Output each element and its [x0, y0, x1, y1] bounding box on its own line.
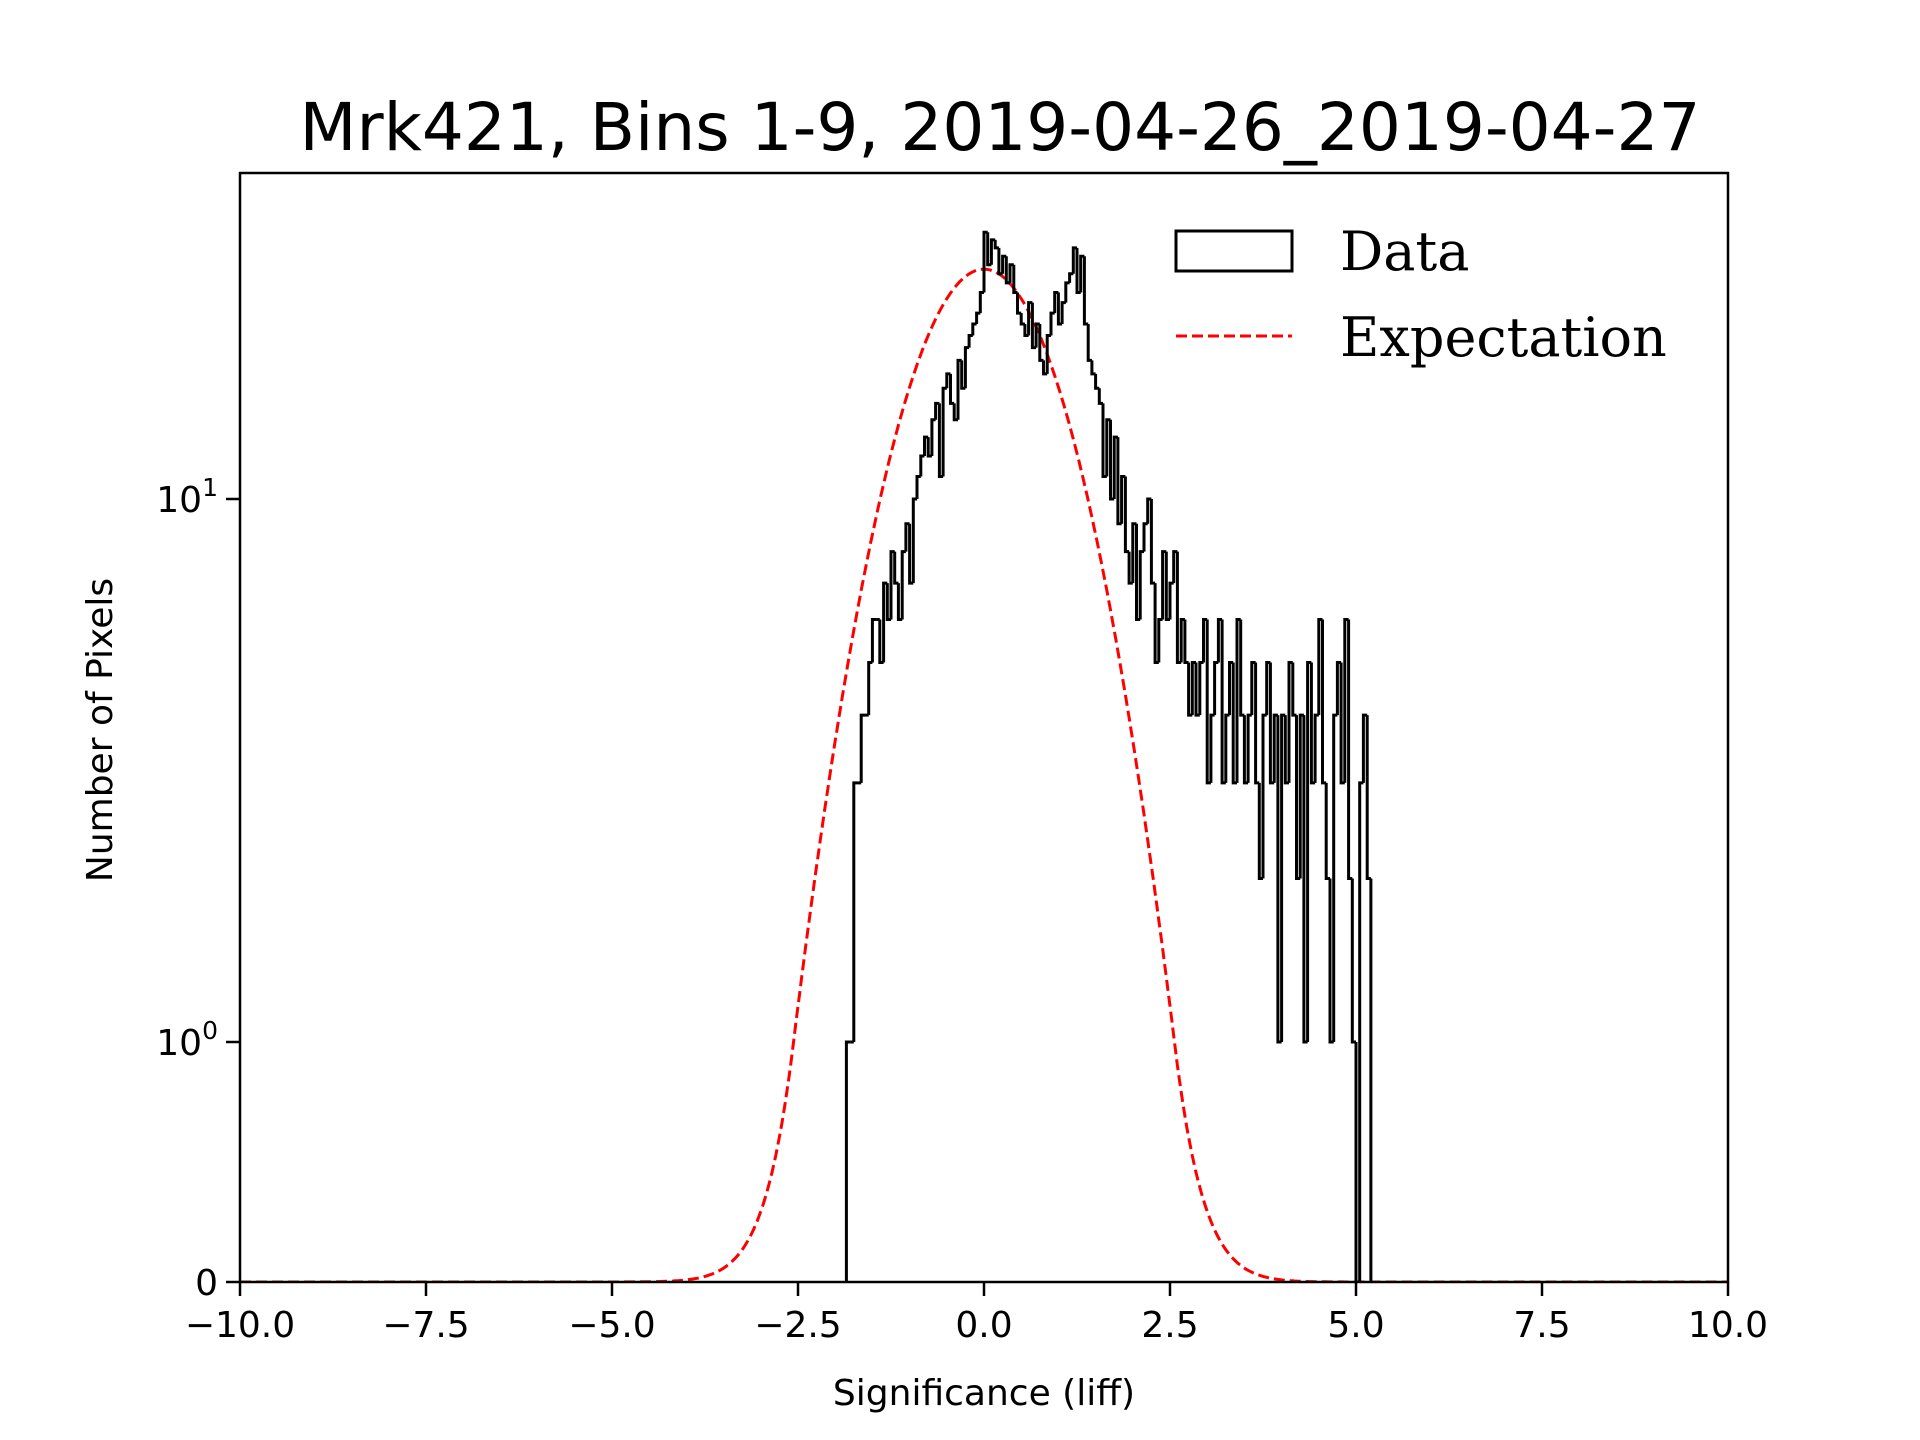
chart-title: Mrk421, Bins 1-9, 2019-04-26_2019-04-27 [300, 89, 1701, 166]
histogram-bin [870, 618, 877, 663]
histogram-bin [844, 1040, 851, 1282]
histogram-bin [963, 346, 970, 389]
histogram-bin [1254, 662, 1260, 785]
histogram-bin [1321, 619, 1327, 785]
histogram-bin [1060, 301, 1066, 324]
histogram-bin [859, 713, 865, 783]
legend: Data Expectation [1174, 220, 1667, 369]
histogram-bin [941, 386, 947, 477]
histogram-bin [1358, 781, 1364, 1282]
histogram-bin [1354, 1042, 1360, 1282]
histogram-bin [1064, 281, 1070, 303]
histogram-bin [1138, 550, 1144, 620]
histogram-bin [971, 322, 977, 336]
data-histogram [844, 230, 1373, 1282]
histogram-bin [915, 475, 921, 499]
histogram-bin [1168, 581, 1174, 620]
y-tick-label: 0 [195, 1263, 218, 1304]
histogram-bin [1123, 476, 1130, 554]
x-axis-label: Significance (liff) [833, 1373, 1135, 1414]
histogram-bin [1239, 619, 1245, 717]
histogram-bin [1068, 272, 1074, 283]
histogram-bin [1019, 313, 1025, 326]
x-tick-label: 7.5 [1513, 1305, 1570, 1346]
x-tick-label: 10.0 [1688, 1305, 1768, 1346]
histogram-bin [1142, 522, 1148, 552]
histogram-bin [1365, 715, 1371, 880]
x-tick-label: −10.0 [185, 1305, 295, 1346]
histogram-bin [893, 551, 899, 585]
histogram-bin [852, 781, 858, 1042]
histogram-bin [1291, 662, 1297, 717]
histogram-bin [1213, 661, 1219, 716]
series-layer [240, 230, 1728, 1282]
histogram-bin [1149, 499, 1156, 585]
histogram-bin [930, 418, 936, 456]
histogram-bin [1224, 713, 1230, 783]
histogram-bin [1198, 661, 1204, 716]
histogram-bin [1261, 713, 1267, 879]
histogram-bin [1049, 311, 1055, 336]
x-tick-label: 0.0 [955, 1305, 1012, 1346]
histogram-bin [1350, 878, 1356, 1044]
histogram-bin [1324, 782, 1330, 880]
histogram-bin [1097, 388, 1103, 405]
x-tick-label: 2.5 [1141, 1305, 1198, 1346]
expectation-curve [240, 267, 1728, 1282]
histogram-bin [1094, 373, 1100, 390]
y-axis-label: Number of Pixels [80, 578, 121, 882]
y-tick-label: 101 [156, 473, 218, 521]
histogram-bin [919, 454, 925, 477]
x-tick-label: 5.0 [1327, 1305, 1384, 1346]
histogram-bin [967, 334, 973, 348]
histogram-bin [911, 497, 917, 584]
histogram-bin [1082, 256, 1089, 326]
histogram-bin [1183, 619, 1189, 664]
histogram-bin [1246, 713, 1252, 783]
x-tick-label: −5.0 [568, 1305, 655, 1346]
histogram-bin [1045, 334, 1051, 374]
y-axis: 0 100 101 [156, 473, 240, 1304]
histogram-bin [900, 550, 906, 620]
histogram-bin [993, 239, 999, 250]
histogram-bin [1086, 324, 1092, 362]
histogram-bin [978, 291, 984, 314]
legend-data-swatch [1174, 229, 1294, 273]
legend-data-label: Data [1340, 220, 1469, 283]
histogram-bin [1090, 360, 1096, 376]
histogram-bin [949, 373, 955, 405]
histogram-bin [867, 661, 873, 716]
histogram-bin [1209, 713, 1215, 783]
histogram-bin [975, 311, 981, 324]
histogram-bin [1332, 713, 1338, 1042]
y-tick-label: 100 [156, 1016, 218, 1064]
histogram-bin [1313, 713, 1319, 783]
x-axis: −10.0 −7.5 −5.0 −2.5 0.0 2.5 5.0 7.5 10.0 [185, 1282, 1768, 1346]
x-tick-label: −2.5 [754, 1305, 841, 1346]
histogram-bin [1347, 619, 1353, 880]
x-tick-label: −7.5 [382, 1305, 469, 1346]
legend-expectation-label: Expectation [1340, 306, 1667, 369]
histogram-bin [1157, 618, 1163, 663]
